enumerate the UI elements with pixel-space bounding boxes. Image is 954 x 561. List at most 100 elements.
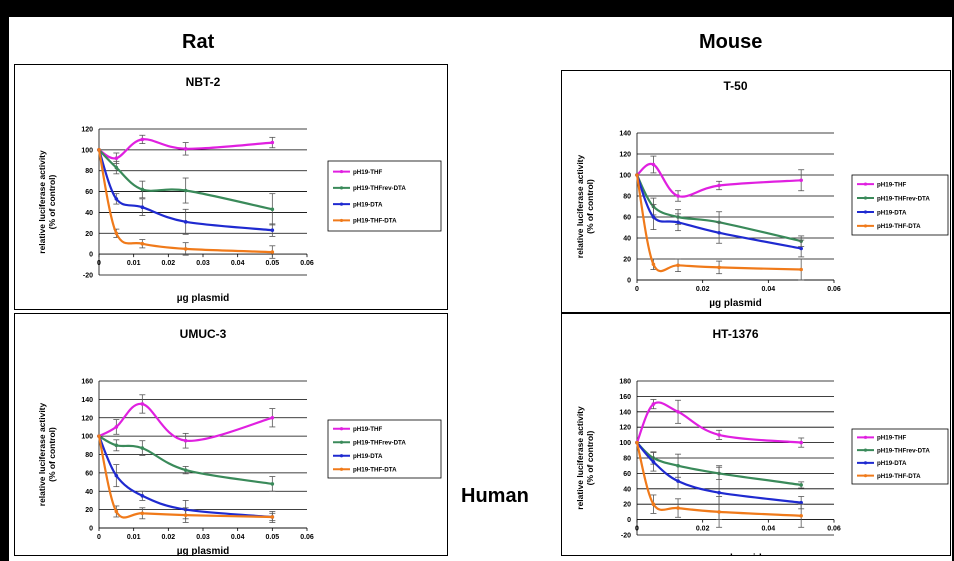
data-point-ph19-thfrev-dta xyxy=(270,207,275,212)
header-rat: Rat xyxy=(182,31,215,53)
y-axis-label: relative luciferase activity(% of contro… xyxy=(37,402,57,506)
data-point-ph19-thf-dta xyxy=(651,502,656,506)
y-tick-label: 160 xyxy=(81,379,93,386)
data-point-ph19-thfrev-dta xyxy=(140,187,145,192)
data-point-ph19-thf-dta xyxy=(717,510,721,514)
y-tick-label: 20 xyxy=(85,231,93,238)
data-point-ph19-thf-dta xyxy=(635,173,639,177)
y-tick-label: 80 xyxy=(85,452,93,459)
y-tick-label: 100 xyxy=(81,434,93,441)
y-axis-label: relative luciferase activity(% of contro… xyxy=(575,406,595,510)
x-tick-label: 0 xyxy=(635,526,639,533)
legend-marker-ph19-thf xyxy=(863,182,868,186)
y-tick-label: 100 xyxy=(81,147,93,154)
data-point-ph19-thf xyxy=(140,402,145,406)
legend-label-ph19-thf-dta: pH19-THF-DTA xyxy=(353,467,397,474)
data-point-ph19-thf-dta xyxy=(676,506,680,510)
legend-marker-ph19-thfrev-dta xyxy=(339,440,344,444)
legend-marker-ph19-thf-dta xyxy=(863,474,868,478)
legend-label-ph19-thf: pH19-THF xyxy=(877,181,906,188)
data-point-ph19-dta xyxy=(717,490,721,495)
y-tick-label: 20 xyxy=(85,507,93,514)
y-tick-label: 120 xyxy=(619,152,631,159)
legend-marker-ph19-thf xyxy=(339,427,344,431)
data-point-ph19-thfrev-dta xyxy=(183,468,188,472)
y-tick-label: 20 xyxy=(623,502,631,509)
y-tick-label: 60 xyxy=(623,215,631,222)
header-human: Human xyxy=(461,485,529,507)
x-tick-label: 0.02 xyxy=(162,534,176,541)
data-point-ph19-thfrev-dta xyxy=(183,188,188,193)
y-tick-label: 100 xyxy=(619,173,631,180)
x-tick-label: 0.05 xyxy=(266,534,280,541)
x-tick-label: 0.02 xyxy=(696,526,710,533)
data-point-ph19-dta xyxy=(799,500,803,505)
y-tick-label: 60 xyxy=(623,471,631,478)
x-axis-label: µg plasmid xyxy=(177,546,229,555)
chart-nbt-2: NBT-2 -20 0 20 40 60 80 100 120 0 0.01 0.02 0.03 0.04… xyxy=(37,75,442,304)
data-point-ph19-thf-dta xyxy=(676,263,680,268)
y-tick-label: 40 xyxy=(85,210,93,217)
y-tick-label: 60 xyxy=(85,189,93,196)
x-tick-label: 0.06 xyxy=(300,534,314,541)
legend-marker-ph19-thf xyxy=(339,169,344,174)
y-tick-label: 20 xyxy=(623,257,631,264)
data-point-ph19-thf-dta xyxy=(651,262,656,267)
data-point-ph19-thf xyxy=(676,194,680,198)
x-tick-label: 0 xyxy=(97,260,101,267)
data-point-ph19-dta xyxy=(140,494,145,498)
data-point-ph19-thf-dta xyxy=(140,511,145,516)
panel-umuc-3: UMUC-3 0 20 40 60 80 100 120 140 160 0 0.01 0.02 0.03… xyxy=(14,313,448,557)
data-point-ph19-thf-dta xyxy=(114,509,119,514)
data-point-ph19-thfrev-dta xyxy=(799,483,803,487)
x-axis-label: µg plasmid xyxy=(709,298,761,309)
data-point-ph19-thfrev-dta xyxy=(270,482,275,486)
legend-label-ph19-thf: pH19-THF xyxy=(353,426,382,433)
data-point-ph19-dta xyxy=(676,479,680,483)
y-tick-label: 40 xyxy=(623,486,631,493)
data-point-ph19-thfrev-dta xyxy=(114,165,119,170)
y-tick-label: 120 xyxy=(81,415,93,422)
data-point-ph19-thf xyxy=(270,140,275,145)
x-tick-label: 0.04 xyxy=(762,286,776,293)
legend-label-ph19-thf-dta: pH19-THF-DTA xyxy=(877,473,921,480)
chart-title: UMUC-3 xyxy=(180,327,227,341)
chart-title: NBT-2 xyxy=(186,75,221,89)
legend-label-ph19-dta: pH19-DTA xyxy=(877,460,907,467)
legend-label-ph19-thf: pH19-THF xyxy=(877,435,906,442)
x-axis-label: µg plasmid xyxy=(177,293,229,304)
chart-title: T-50 xyxy=(723,79,747,93)
data-point-ph19-thf-dta xyxy=(114,231,119,236)
figure-canvas: Rat Mouse Human NBT-2 -20 0 20 40 60 80 100 120 0… xyxy=(9,17,952,561)
legend-marker-ph19-thfrev-dta xyxy=(863,196,868,200)
y-tick-label: 0 xyxy=(627,517,631,524)
x-tick-label: 0.06 xyxy=(827,526,841,533)
y-tick-label: 0 xyxy=(89,252,93,259)
chart-title: HT-1376 xyxy=(712,327,758,341)
y-tick-label: 40 xyxy=(623,236,631,243)
legend-marker-ph19-dta xyxy=(863,210,868,214)
series-line-ph19-thf xyxy=(636,162,802,198)
data-point-ph19-thf xyxy=(651,162,656,167)
legend-label-ph19-thfrev-dta: pH19-THFrev-DTA xyxy=(353,185,406,192)
y-tick-label: 60 xyxy=(85,470,93,477)
data-point-ph19-thf-dta xyxy=(183,513,188,517)
x-tick-label: 0.03 xyxy=(196,260,210,267)
x-tick-label: 0.04 xyxy=(231,534,245,541)
data-point-ph19-thf-dta xyxy=(270,515,275,519)
data-point-ph19-thf xyxy=(799,440,803,445)
data-point-ph19-dta xyxy=(799,246,803,251)
data-point-ph19-thf xyxy=(114,156,119,160)
data-point-ph19-thfrev-dta xyxy=(114,443,119,448)
x-tick-label: 0.02 xyxy=(162,260,176,267)
x-tick-label: 0.01 xyxy=(127,260,141,267)
header-mouse: Mouse xyxy=(699,31,763,53)
y-tick-label: -20 xyxy=(621,533,631,540)
data-point-ph19-thf-dta xyxy=(183,247,188,251)
data-point-ph19-dta xyxy=(140,205,145,210)
legend-label-ph19-thfrev-dta: pH19-THFrev-DTA xyxy=(877,195,930,202)
data-point-ph19-thf xyxy=(651,402,656,406)
data-point-ph19-thf-dta xyxy=(140,241,145,246)
legend-marker-ph19-thf-dta xyxy=(339,218,344,223)
x-tick-label: 0.06 xyxy=(827,286,841,293)
